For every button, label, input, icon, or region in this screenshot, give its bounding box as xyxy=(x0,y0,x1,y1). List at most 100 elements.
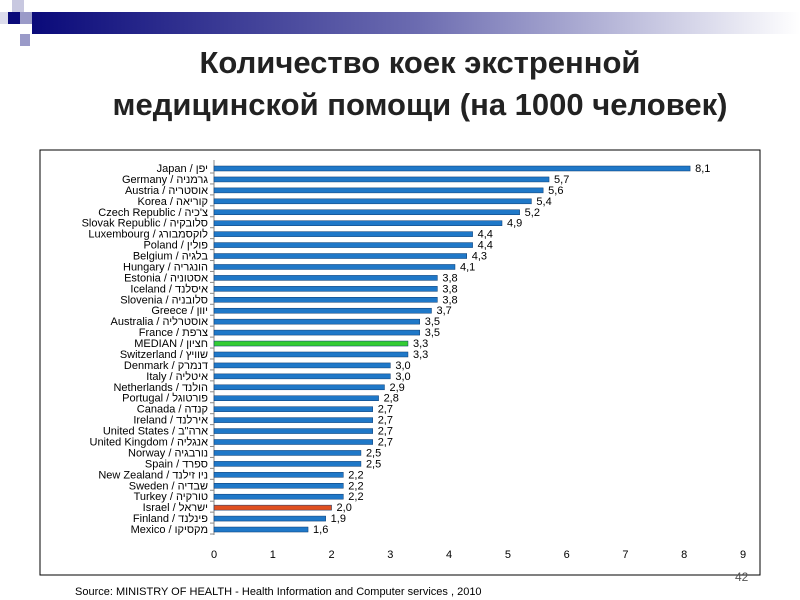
category-label: United States / ארה"ב xyxy=(103,426,208,438)
x-tick-label: 5 xyxy=(505,549,511,561)
data-label: 3,0 xyxy=(395,371,410,383)
data-label: 2,5 xyxy=(366,458,381,470)
bar xyxy=(213,483,344,489)
category-label: Iceland / איסלנד xyxy=(130,282,208,295)
data-label: 3,8 xyxy=(442,294,457,306)
data-label: 3,7 xyxy=(436,305,451,317)
bar xyxy=(213,504,332,511)
bar xyxy=(213,329,420,336)
category-label: Luxembourg / לוקסמבורג xyxy=(88,228,208,241)
category-label: Greece / יוון xyxy=(151,305,208,317)
bar xyxy=(213,307,432,314)
category-label: Portugal / פורטוגל xyxy=(122,392,208,405)
bar xyxy=(213,362,391,369)
category-label: Sweden / שבדיה xyxy=(129,480,208,492)
x-tick-label: 3 xyxy=(387,549,393,561)
data-label: 2,7 xyxy=(378,426,393,438)
bar xyxy=(213,198,532,205)
x-tick-label: 2 xyxy=(328,549,334,561)
data-label: 2,2 xyxy=(348,491,363,503)
data-label: 5,2 xyxy=(525,207,540,219)
category-label: Hungary / הונגריה xyxy=(123,261,208,273)
category-label: Korea / קוריאה xyxy=(138,196,209,208)
bar xyxy=(213,417,373,423)
data-label: 2,7 xyxy=(378,415,393,427)
data-label: 3,0 xyxy=(395,360,410,372)
data-label: 4,3 xyxy=(472,251,487,263)
x-tick-label: 7 xyxy=(622,549,628,561)
bar xyxy=(213,286,438,292)
bar xyxy=(213,264,456,270)
category-label: Israel / ישראל xyxy=(143,501,208,514)
source-note: Source: MINISTRY OF HEALTH - Health Info… xyxy=(75,586,482,598)
data-label: 3,3 xyxy=(413,338,428,350)
category-label: Slovenia / סלובניה xyxy=(120,293,208,306)
bar xyxy=(213,253,467,259)
category-label: Norway / נורבגיה xyxy=(128,447,208,459)
data-label: 4,4 xyxy=(478,229,493,241)
data-label: 2,0 xyxy=(337,502,352,514)
category-label: Canada / קנדה xyxy=(137,404,208,416)
data-label: 8,1 xyxy=(695,163,710,175)
bar xyxy=(213,493,344,500)
title-line-1: Количество коек экстренной xyxy=(199,45,641,80)
category-label: France / צרפת xyxy=(139,327,208,339)
x-tick-label: 9 xyxy=(740,549,746,561)
bar xyxy=(213,406,373,412)
category-label: Ireland / אירלנד xyxy=(133,414,208,427)
bar xyxy=(213,187,544,194)
data-label: 3,8 xyxy=(442,272,457,284)
bar xyxy=(213,297,438,303)
x-tick-label: 0 xyxy=(211,549,217,561)
category-label: MEDIAN / חציון xyxy=(134,338,208,350)
bar xyxy=(213,165,691,172)
category-label: Denmark / דנמרק xyxy=(124,360,208,372)
bar xyxy=(213,461,362,467)
bar xyxy=(213,515,326,522)
category-label: Estonia / אסטוניה xyxy=(124,272,208,284)
chart-frame xyxy=(39,149,761,576)
title-line-2: медицинской помощи (на 1000 человек) xyxy=(112,87,728,122)
x-tick-label: 8 xyxy=(681,549,687,561)
category-label: Slovak Republic / סלובקיה xyxy=(82,217,208,230)
data-label: 2,7 xyxy=(378,437,393,449)
bar xyxy=(213,472,344,478)
decor-square xyxy=(20,12,32,24)
bar xyxy=(213,220,503,226)
category-label: Netherlands / הולנד xyxy=(113,381,208,394)
category-label: New Zealand / ניו זילנד xyxy=(98,468,208,481)
data-label: 5,4 xyxy=(536,196,551,208)
decor-square xyxy=(12,0,24,12)
bar xyxy=(213,275,438,281)
bar xyxy=(213,351,409,358)
bar xyxy=(213,231,473,237)
x-tick-label: 4 xyxy=(446,549,452,561)
bar xyxy=(213,384,385,391)
category-label: Spain / ספרד xyxy=(145,458,208,470)
bar xyxy=(213,209,520,216)
category-label: Finland / פינלנד xyxy=(133,512,208,525)
data-label: 2,9 xyxy=(389,382,404,394)
data-label: 2,2 xyxy=(348,480,363,492)
category-label: Austria / אוסטריה xyxy=(125,185,208,197)
data-label: 5,6 xyxy=(548,185,563,197)
slide-title: Количество коек экстренной медицинской п… xyxy=(40,42,800,126)
data-label: 2,7 xyxy=(378,404,393,416)
bar xyxy=(213,450,362,456)
data-label: 3,3 xyxy=(413,349,428,361)
data-label: 4,4 xyxy=(478,240,493,252)
bar xyxy=(213,526,309,533)
bar xyxy=(213,176,550,183)
page-number: 42 xyxy=(735,570,749,584)
decor-square xyxy=(20,34,30,46)
data-label: 4,9 xyxy=(507,218,522,230)
data-label: 2,8 xyxy=(384,393,399,405)
category-label: Belgium / בלגיה xyxy=(133,250,209,263)
category-label: Australia / אוסטרליה xyxy=(111,315,209,328)
bar xyxy=(213,439,373,445)
bar xyxy=(213,395,379,401)
bar xyxy=(213,242,473,248)
data-label: 3,8 xyxy=(442,283,457,295)
data-label: 2,2 xyxy=(348,469,363,481)
